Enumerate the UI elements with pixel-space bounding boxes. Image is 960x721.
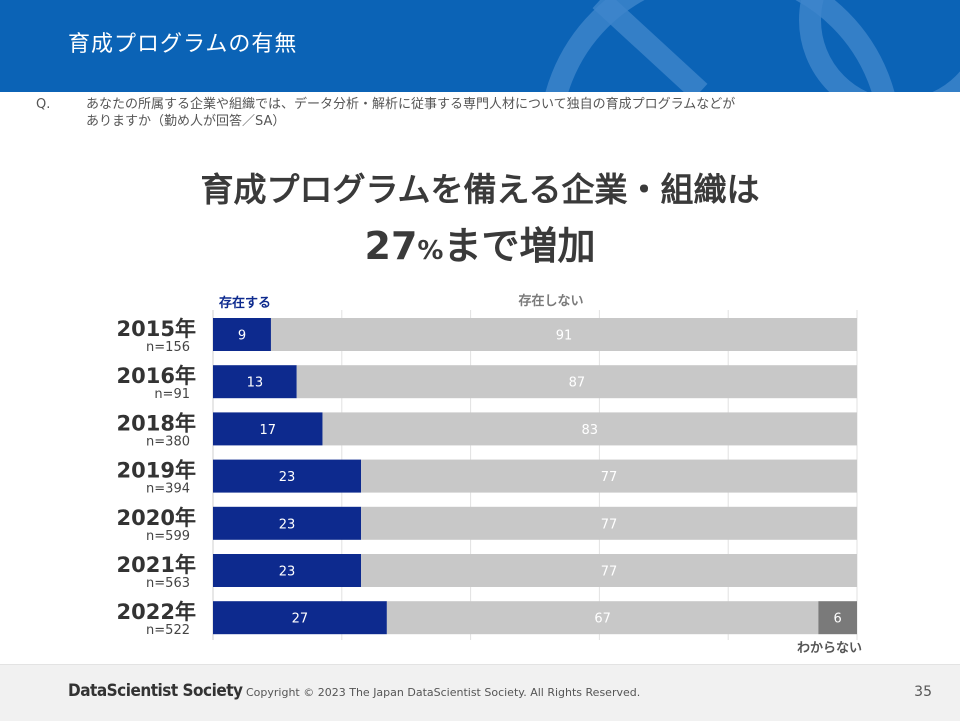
data-label: 87 — [569, 376, 586, 391]
headline-percent: % — [417, 236, 444, 266]
footer-logo: DataScientist Society — [68, 681, 243, 701]
data-label: 77 — [601, 565, 618, 580]
category-label: 2016年 — [117, 364, 196, 388]
sample-size-label: n=156 — [146, 340, 190, 355]
category-label: 2020年 — [117, 506, 196, 530]
legend-exists: 存在する — [219, 295, 271, 311]
headline-rest: まで増加 — [443, 224, 596, 268]
bar-segment-exists — [213, 318, 271, 351]
data-label: 17 — [259, 423, 276, 438]
sample-size-label: n=563 — [146, 576, 190, 591]
sample-size-label: n=91 — [154, 387, 190, 402]
legend-not-exists: 存在しない — [518, 293, 583, 309]
question-line-2: ありますか（勤め人が回答／SA） — [86, 114, 286, 129]
data-label: 77 — [601, 517, 618, 532]
page-number: 35 — [914, 684, 932, 700]
legend-unknown: わからない — [797, 641, 862, 656]
bar-segment-not-exists — [361, 554, 857, 587]
sample-size-label: n=522 — [146, 623, 190, 638]
headline-line-2: 27%まで増加 — [0, 215, 960, 270]
sample-size-label: n=394 — [146, 482, 190, 497]
slide-title: 育成プログラムの有無 — [68, 32, 298, 57]
data-label: 23 — [279, 470, 296, 485]
footer-copyright: Copyright © 2023 The Japan DataScientist… — [246, 686, 641, 699]
decorative-circle-graphic — [545, 0, 960, 92]
bar-segment-not-exists — [296, 365, 858, 399]
bar-segment-exists — [213, 506, 362, 540]
category-label: 2021年 — [117, 553, 196, 577]
data-label: 13 — [247, 376, 264, 391]
headline-number: 27 — [364, 224, 418, 268]
bar-segment-exists — [213, 365, 297, 399]
bar-segment-not-exists — [361, 506, 857, 540]
data-label: 23 — [279, 517, 296, 532]
slide-header: 育成プログラムの有無 — [0, 0, 960, 92]
category-label: 2018年 — [117, 411, 196, 435]
question-text: あなたの所属する企業や組織では、データ分析・解析に従事する専門人材について独自の… — [86, 96, 906, 130]
bar-segment-exists — [213, 554, 362, 587]
bar-segment-exists — [213, 459, 362, 493]
data-label: 83 — [581, 423, 598, 438]
category-label: 2015年 — [117, 317, 196, 341]
data-label: 23 — [279, 565, 296, 580]
data-label: 91 — [556, 329, 573, 344]
question-label: Q. — [36, 97, 51, 112]
data-label: 9 — [238, 329, 246, 344]
category-label: 2019年 — [117, 459, 196, 483]
bar-segment-exists — [213, 601, 387, 635]
bar-segment-not-exists — [322, 412, 858, 446]
bar-segment-not-exists — [270, 318, 858, 351]
slide-footer: DataScientist Society Copyright © 2023 T… — [0, 664, 960, 721]
bar-segment-unknown — [818, 601, 857, 635]
data-label: 77 — [601, 470, 618, 485]
question-line-1: あなたの所属する企業や組織では、データ分析・解析に従事する専門人材について独自の… — [86, 97, 736, 112]
data-label: 67 — [594, 612, 611, 627]
data-label: 6 — [834, 612, 842, 627]
sample-size-label: n=599 — [146, 529, 190, 544]
data-label: 27 — [292, 612, 309, 627]
bar-segment-exists — [213, 412, 323, 446]
bar-segment-not-exists — [386, 601, 819, 635]
category-label: 2022年 — [117, 600, 196, 624]
sample-size-label: n=380 — [146, 434, 190, 449]
bar-segment-not-exists — [361, 459, 857, 493]
headline-line-1: 育成プログラムを備える企業・組織は — [200, 170, 760, 209]
